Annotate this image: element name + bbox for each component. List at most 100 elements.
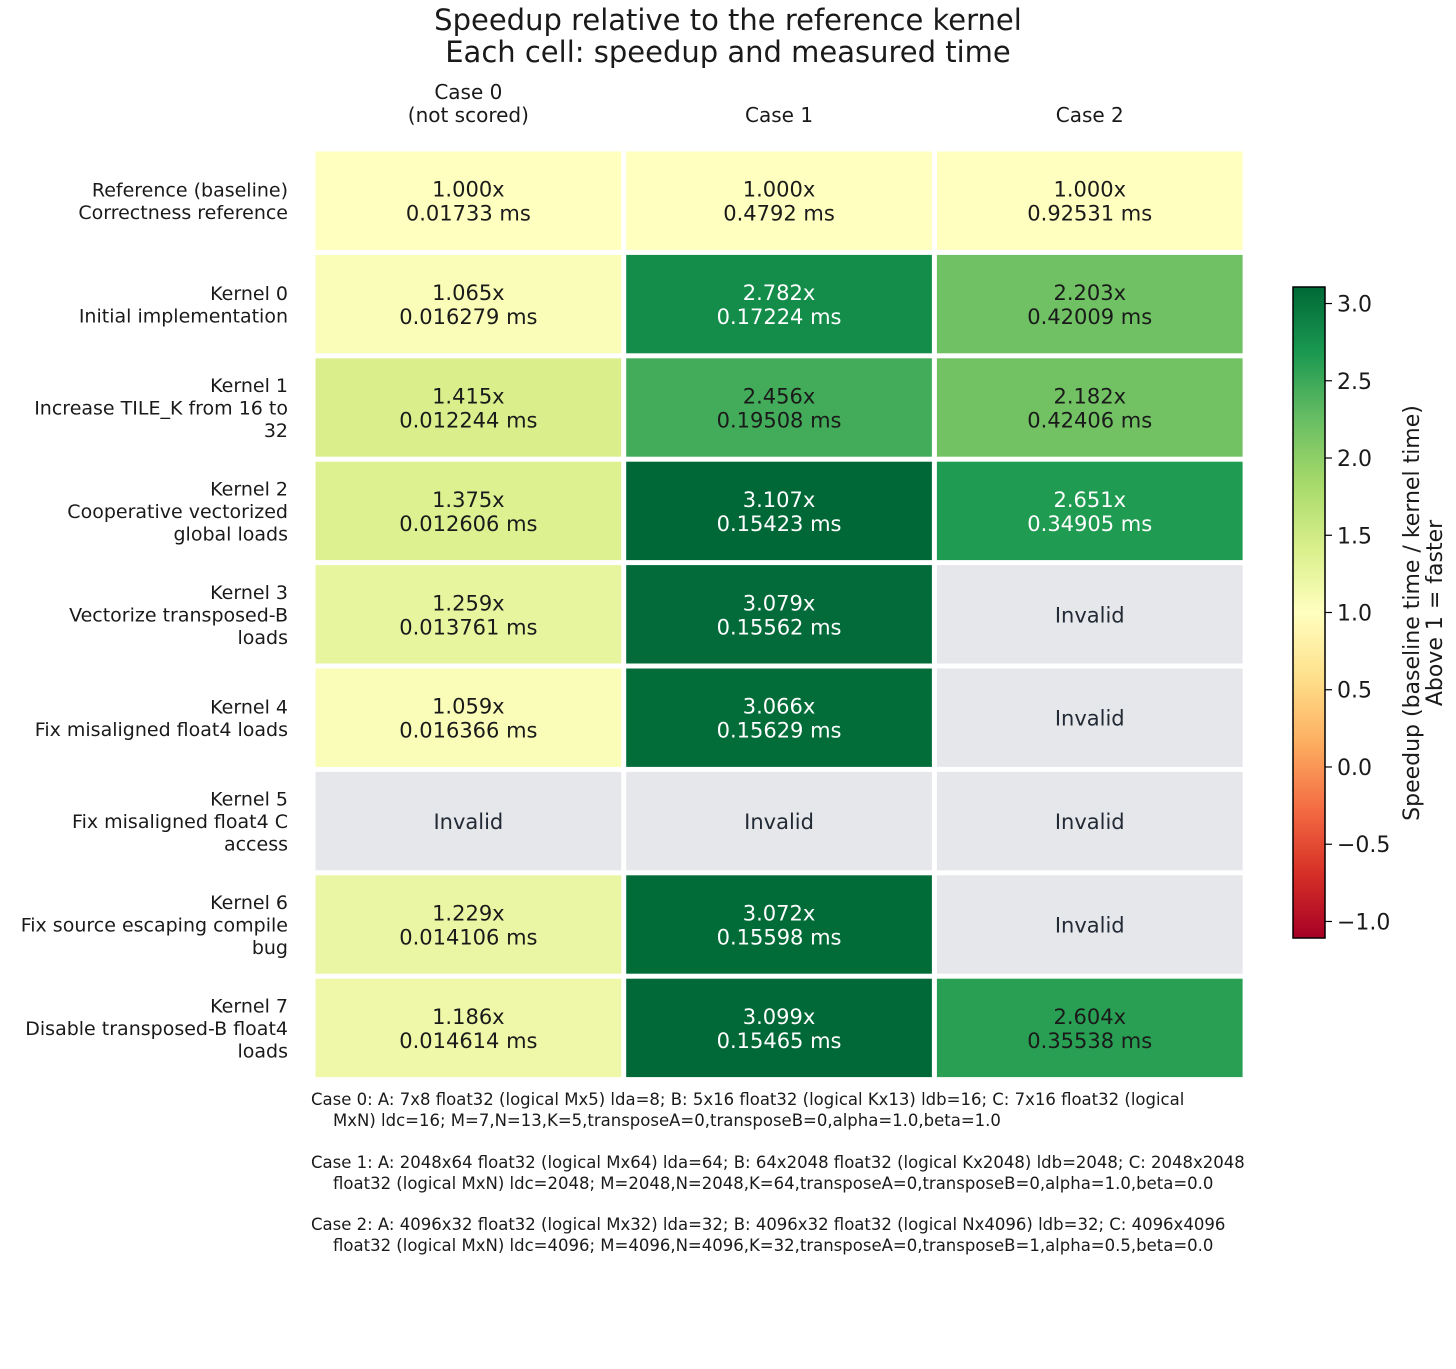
colorbar: 3.0 2.5 2.0 1.5 1.0 0.5 0.0 −0.5 −1.0 Speedup (ba… — [1292, 286, 1448, 939]
cell-invalid-label-r6-c2: Invalid — [1055, 810, 1125, 834]
case-2-note: Case 2: A: 4096x32 float32 (logical Mx32… — [311, 1214, 1225, 1256]
row-label-8-line3: loads — [237, 1040, 288, 1062]
row-label-3-line2: Cooperative vectorized — [67, 501, 288, 523]
heatmap-cell-r8-c2 — [936, 978, 1243, 1078]
cell-speedup-label-r5-c1: 3.066x — [743, 695, 816, 719]
cell-invalid-label-r4-c2: Invalid — [1055, 603, 1125, 627]
cell-speedup-label-r0-c0: 1.000x — [432, 178, 505, 202]
row-label-7-line2: Fix source escaping compile — [21, 915, 288, 937]
cell-speedup-label-r5-c0: 1.059x — [432, 695, 505, 719]
row-label-4-line3: loads — [237, 627, 288, 649]
cell-speedup-label-r2-c2: 2.182x — [1053, 385, 1126, 409]
row-label-3-line3: global loads — [174, 523, 289, 545]
heatmap-cell-r5-c1 — [626, 668, 932, 767]
cell-speedup-label-r2-c0: 1.415x — [432, 385, 505, 409]
row-label-7-line1: Kernel 6 — [210, 892, 288, 914]
heatmap-cell-r1-c2 — [936, 254, 1243, 354]
row-label-1-line2: Initial implementation — [79, 305, 288, 327]
colorbar-tick-label: −1.0 — [1337, 910, 1390, 935]
cell-time-label-r5-c0: 0.016366 ms — [399, 719, 537, 743]
case-2-note-line1: Case 2: A: 4096x32 float32 (logical Mx32… — [311, 1215, 1226, 1234]
heatmap-cell-r3-c0 — [315, 461, 622, 561]
cell-time-label-r8-c0: 0.014614 ms — [399, 1029, 537, 1053]
cell-speedup-label-r4-c0: 1.259x — [432, 591, 505, 615]
row-label-2-line1: Kernel 1 — [210, 375, 288, 397]
cell-time-label-r1-c0: 0.016279 ms — [399, 305, 537, 329]
row-label-4-line2: Vectorize transposed-B — [69, 604, 288, 626]
heatmap-cell-r2-c2 — [936, 358, 1243, 457]
case-1-note: Case 1: A: 2048x64 float32 (logical Mx64… — [311, 1152, 1245, 1194]
cell-time-label-r0-c1: 0.4792 ms — [723, 202, 835, 226]
cell-invalid-label-r5-c2: Invalid — [1055, 707, 1125, 731]
cell-speedup-label-r1-c1: 2.782x — [743, 281, 816, 305]
colorbar-tick-label: −0.5 — [1337, 833, 1390, 858]
heatmap-cell-r7-c1 — [626, 875, 932, 974]
cell-invalid-label-r6-c0: Invalid — [433, 810, 503, 834]
cell-time-label-r4-c0: 0.013761 ms — [399, 615, 537, 639]
column-headers: Case 0(not scored) Case 1 Case 2 — [408, 80, 1124, 127]
row-label-5-line2: Fix misaligned float4 loads — [35, 719, 288, 741]
heatmap-cell-r0-c0 — [315, 151, 622, 250]
heatmap-cell-r4-c1 — [626, 565, 932, 664]
cell-speedup-label-r8-c1: 3.099x — [743, 1005, 816, 1029]
cell-time-label-r5-c1: 0.15629 ms — [717, 719, 842, 743]
case-0-note-line1: Case 0: A: 7x8 float32 (logical Mx5) lda… — [311, 1090, 1185, 1109]
colorbar-tick-label: 1.5 — [1337, 524, 1372, 549]
heatmap-cell-r3-c2 — [936, 461, 1243, 561]
case-0-note: Case 0: A: 7x8 float32 (logical Mx5) lda… — [311, 1089, 1184, 1131]
cell-speedup-label-r8-c2: 2.604x — [1053, 1005, 1126, 1029]
heatmap-cell-r6-c1 — [626, 771, 932, 871]
column-header-1: Case 1 — [745, 103, 813, 127]
heatmap-cell-r0-c1 — [626, 151, 932, 250]
heatmap-cell-r3-c1 — [626, 461, 932, 561]
colorbar-tick-label: 0.0 — [1337, 756, 1372, 781]
cell-time-label-r4-c1: 0.15562 ms — [717, 615, 842, 639]
cell-time-label-r3-c2: 0.34905 ms — [1027, 512, 1152, 536]
heatmap-cell-r4-c2 — [936, 565, 1243, 664]
row-label-1-line1: Kernel 0 — [210, 283, 288, 305]
case-1-note-line2: float32 (logical MxN) ldc=2048; M=2048,N… — [333, 1174, 1214, 1193]
cell-time-label-r0-c2: 0.92531 ms — [1027, 202, 1152, 226]
cell-time-label-r2-c1: 0.19508 ms — [717, 409, 842, 433]
cell-time-label-r1-c2: 0.42009 ms — [1027, 305, 1152, 329]
cell-speedup-label-r2-c1: 2.456x — [743, 385, 816, 409]
colorbar-tick-label: 3.0 — [1337, 293, 1372, 318]
cell-speedup-label-r0-c1: 1.000x — [743, 178, 816, 202]
colorbar-label-line2: Above 1 = faster — [1423, 519, 1448, 706]
row-label-7-line3: bug — [252, 937, 288, 959]
heatmap-cell-r2-c1 — [626, 358, 932, 457]
row-label-2-line2: Increase TILE_K from 16 to — [34, 398, 288, 420]
cell-invalid-label-r7-c2: Invalid — [1055, 914, 1125, 938]
cell-speedup-label-r3-c2: 2.651x — [1053, 488, 1126, 512]
cell-time-label-r7-c0: 0.014106 ms — [399, 926, 537, 950]
case-2-note-line2: float32 (logical MxN) ldc=4096; M=4096,N… — [333, 1236, 1214, 1255]
row-label-0-line1: Reference (baseline) — [92, 179, 288, 201]
cell-time-label-r3-c0: 0.012606 ms — [399, 512, 537, 536]
cell-time-label-r7-c1: 0.15598 ms — [717, 926, 842, 950]
heatmap-cell-r6-c2 — [936, 771, 1243, 871]
row-label-4-line1: Kernel 3 — [210, 582, 288, 604]
heatmap-cell-r2-c0 — [315, 358, 622, 457]
cell-speedup-label-r7-c1: 3.072x — [743, 902, 816, 926]
colorbar-label-line1: Speedup (baseline time / kernel time) — [1400, 405, 1425, 821]
heatmap-cell-r7-c2 — [936, 875, 1243, 974]
row-label-6-line2: Fix misaligned float4 C — [72, 811, 288, 833]
chart-subtitle: Each cell: speedup and measured time — [445, 35, 1011, 69]
colorbar-gradient — [1292, 286, 1326, 939]
row-label-2-line3: 32 — [264, 420, 288, 442]
row-label-0-line2: Correctness reference — [78, 202, 288, 224]
cell-time-label-r0-c0: 0.01733 ms — [406, 202, 531, 226]
cell-speedup-label-r3-c1: 3.107x — [743, 488, 816, 512]
heatmap-cell-r5-c2 — [936, 668, 1243, 767]
row-labels: Reference (baseline)Correctness referenc… — [21, 179, 288, 1062]
heatmap-cell-r4-c0 — [315, 565, 622, 664]
column-header-2: Case 2 — [1056, 103, 1124, 127]
cell-speedup-label-r4-c1: 3.079x — [743, 591, 816, 615]
case-1-note-line1: Case 1: A: 2048x64 float32 (logical Mx64… — [311, 1153, 1245, 1172]
heatmap-cell-r8-c1 — [626, 978, 932, 1078]
column-header-0-line1: Case 0 — [434, 80, 502, 104]
heatmap-cell-r1-c0 — [315, 254, 622, 354]
row-label-8-line1: Kernel 7 — [210, 995, 288, 1017]
